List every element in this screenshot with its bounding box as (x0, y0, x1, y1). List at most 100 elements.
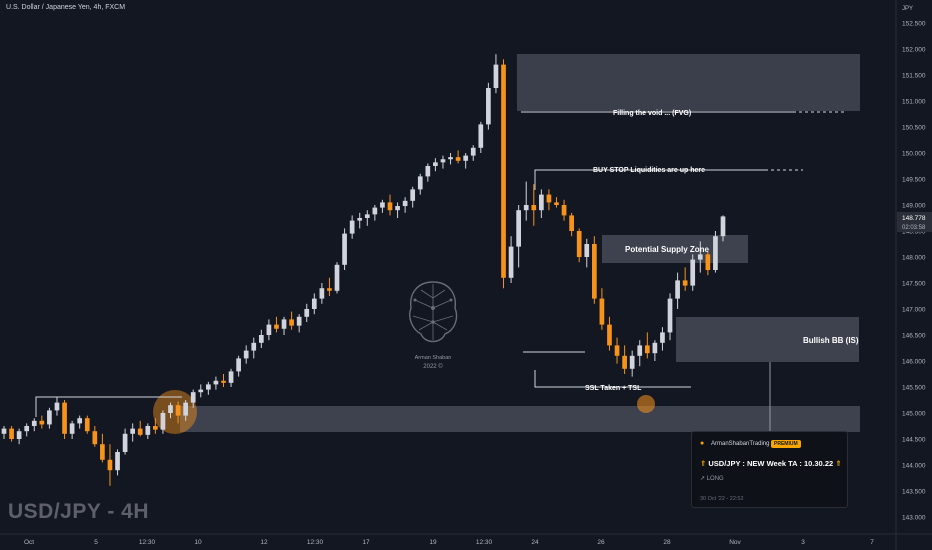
idea-title[interactable]: ⇑ USD/JPY : NEW Week TA : 10.30.22 ⇑ (700, 459, 842, 468)
price-tick-label: 143.500 (902, 489, 926, 496)
price-tick-label: 144.000 (902, 463, 926, 470)
candle-down (705, 254, 711, 270)
candle-up (16, 431, 22, 439)
candle-up (304, 309, 310, 317)
candle-up (493, 64, 499, 88)
candle-up (311, 298, 317, 309)
candle-down (137, 428, 143, 435)
candle-up (342, 233, 347, 265)
ssl-label: SSL Taken + TSL (585, 385, 642, 392)
price-tick-label: 151.000 (902, 99, 926, 106)
time-tick-label: 5 (94, 539, 98, 546)
time-tick-label: 7 (870, 539, 874, 546)
candle-up (160, 413, 166, 430)
current-price-tag (897, 212, 932, 232)
lower-demand-zone[interactable] (180, 406, 860, 432)
symbol-title[interactable]: U.S. Dollar / Japanese Yen, 4h, FXCM (6, 4, 126, 11)
candle-up (690, 259, 696, 286)
time-tick-label: 12 (260, 539, 268, 546)
time-tick-label: 12:30 (139, 539, 156, 546)
time-tick-label: 26 (597, 539, 605, 546)
candle-up (145, 426, 151, 435)
equal-highs-line (35, 396, 182, 417)
price-tick-label: 145.000 (902, 411, 926, 418)
candle-up (417, 176, 423, 190)
candle-up (372, 207, 378, 215)
logo-name: Arman Shaban (414, 355, 452, 361)
brain-logo: Arman Shaban 2022 © (403, 278, 463, 378)
candle-down (531, 205, 537, 211)
candle-down (107, 459, 113, 471)
time-tick-label: 19 (429, 539, 437, 546)
candle-up (395, 206, 400, 211)
candle-up (190, 392, 196, 403)
candle-up (463, 155, 469, 161)
candle-down (599, 298, 605, 325)
price-tick-label: 147.500 (902, 281, 926, 288)
candle-up (470, 147, 476, 156)
candle-up (440, 159, 446, 163)
candle-up (243, 350, 249, 359)
time-tick-label: 12:30 (307, 539, 324, 546)
candle-up (183, 402, 188, 416)
candle-up (697, 254, 703, 260)
price-tick-label: 150.500 (902, 125, 926, 132)
candle-down (501, 64, 506, 278)
price-tick-label: 151.500 (902, 73, 926, 80)
idea-author[interactable]: ArmanShabanTrading (711, 441, 770, 447)
candle-up (115, 452, 120, 471)
time-tick-label: 12:30 (476, 539, 493, 546)
candle-up (637, 345, 643, 356)
supply-zone[interactable] (602, 235, 748, 263)
candle-down (39, 420, 45, 425)
candle-up (281, 319, 287, 329)
candle-down (327, 288, 332, 291)
price-tick-label: 146.000 (902, 359, 926, 366)
time-tick-label: 24 (531, 539, 539, 546)
price-tick-label: 144.500 (902, 437, 926, 444)
idea-title-text: USD/JPY : NEW Week TA : 10.30.22 (708, 459, 834, 468)
candle-down (153, 426, 158, 430)
author-avatar-icon: ● (700, 440, 705, 447)
candle-up (349, 220, 355, 234)
candle-up (198, 389, 204, 393)
ssl-taken-marker (637, 395, 655, 413)
price-axis-panel[interactable] (896, 0, 932, 550)
time-tick-label: 17 (362, 539, 370, 546)
fvg-zone[interactable] (517, 54, 860, 111)
candle-up (478, 124, 484, 148)
candle-down (576, 231, 582, 257)
idea-card[interactable]: ● ArmanShabanTrading PREMIUM ⇑ USD/JPY :… (691, 431, 848, 508)
candle-up (523, 205, 529, 211)
idea-direction: ↗ LONG (700, 476, 724, 482)
candle-up (410, 189, 416, 201)
candle-up (206, 384, 211, 390)
candle-down (175, 405, 181, 416)
candle-up (380, 202, 385, 208)
axis-currency: JPY (902, 6, 913, 12)
candle-up (319, 288, 325, 299)
candle-down (387, 202, 393, 211)
candle-up (251, 342, 257, 351)
candle-up (122, 433, 128, 452)
candle-up (357, 218, 363, 221)
candle-up (675, 280, 680, 299)
candle-down (644, 345, 650, 354)
candle-down (591, 244, 597, 299)
candle-up (266, 324, 272, 335)
candle-up (296, 316, 302, 326)
candle-up (54, 402, 60, 411)
candle-up (539, 194, 544, 211)
candle-up (720, 216, 726, 237)
candle-up (713, 236, 718, 270)
candle-up (516, 210, 521, 247)
time-tick-label: Oct (24, 539, 34, 546)
candle-down (607, 324, 612, 346)
price-tick-label: 149.500 (902, 177, 926, 184)
candle-down (546, 194, 552, 203)
candle-down (682, 280, 688, 286)
candle-up (228, 371, 234, 383)
current-price-value: 148.778 (902, 215, 926, 222)
bullish-bb-zone[interactable] (676, 317, 859, 362)
